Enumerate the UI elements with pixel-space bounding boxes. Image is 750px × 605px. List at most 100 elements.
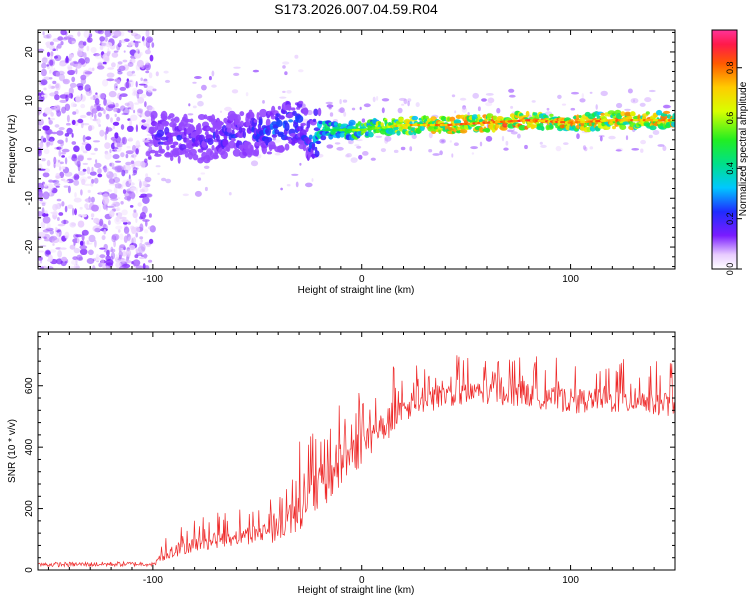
figure-title: S173.2026.007.04.59.R04 [274, 1, 438, 17]
heatmap-noise-blob [49, 59, 54, 66]
heatmap-noise-blob [144, 193, 152, 198]
heatmap-noise-blob [103, 109, 106, 115]
heatmap-noise-blob [104, 113, 109, 117]
heatmap-band-cell [220, 150, 228, 160]
heatmap-noise-blob [130, 160, 135, 164]
heatmap-speckle [329, 112, 334, 117]
heatmap-noise-blob [114, 132, 119, 139]
heatmap-noise-blob [109, 162, 112, 167]
heatmap-speckle [595, 104, 598, 110]
heatmap-band-cell [166, 144, 170, 151]
heatmap-noise-blob [116, 207, 121, 212]
heatmap-noise-blob [102, 196, 110, 205]
colorbar: 0.0 0.2 0.4 0.6 0.8 Normalized spectral ampl… [711, 29, 749, 275]
heatmap-noise-blob [139, 180, 142, 189]
heatmap-noise-blob [59, 166, 62, 171]
heatmap-noise-blob [69, 222, 76, 228]
heatmap-band-cell [671, 121, 675, 128]
heatmap-noise-blob [77, 155, 84, 162]
heatmap-noise-blob [54, 94, 60, 101]
heatmap-noise-blob [59, 145, 63, 150]
heatmap-noise-blob [116, 79, 121, 85]
heatmap-speckle [197, 100, 204, 107]
heatmap-noise-blob [94, 239, 97, 248]
heatmap-band-cell [207, 156, 214, 161]
heatmap-noise-blob [144, 158, 148, 163]
heatmap-band-cell [398, 117, 404, 123]
heatmap-band-cell [207, 138, 214, 145]
heatmap-speckle [161, 177, 167, 182]
heatmap-speckle [409, 146, 413, 152]
heatmap-speckle [439, 138, 446, 144]
heatmap-noise-blob [55, 83, 60, 89]
heatmap-noise-blob [82, 123, 90, 126]
heatmap-noise-blob [103, 165, 108, 173]
heatmap-speckle [339, 107, 345, 114]
heatmap-noise-blob [91, 178, 95, 184]
heatmap-speckle [477, 106, 481, 112]
heatmap-noise-blob [132, 144, 136, 152]
heatmap-noise-blob [42, 55, 47, 62]
heatmap-noise-blob [38, 125, 43, 129]
heatmap-noise-blob [100, 40, 107, 48]
heatmap-noise-blob [88, 33, 93, 38]
heatmap-noise-blob [94, 98, 100, 105]
heatmap-band-cell [495, 123, 500, 129]
heatmap-speckle [403, 98, 408, 105]
heatmap-band-cell [184, 151, 189, 158]
heatmap-noise-blob [145, 193, 153, 198]
heatmap-noise-blob [114, 160, 122, 163]
heatmap-noise-blob [132, 259, 141, 267]
heatmap-noise-blob [75, 95, 81, 103]
heatmap-noise-blob [108, 128, 111, 132]
heatmap-noise-blob [86, 242, 93, 245]
heatmap-speckle [517, 133, 521, 139]
heatmap-noise-blob [82, 134, 86, 143]
heatmap-speckle [487, 97, 495, 104]
heatmap-noise-blob [147, 156, 152, 160]
heatmap-noise-blob [97, 112, 102, 118]
heatmap-noise-blob [55, 247, 62, 250]
heatmap-band-cell [239, 120, 244, 128]
heatmap-noise-blob [116, 197, 121, 200]
heatmap-band-cell [453, 119, 462, 125]
heatmap-speckle [192, 81, 197, 84]
heatmap-noise-blob [60, 30, 67, 36]
heatmap-speckle [228, 192, 232, 196]
heatmap-noise-blob [41, 62, 47, 69]
heatmap-speckle [295, 181, 299, 188]
heatmap-noise-blob [142, 180, 148, 187]
heatmap-noise-blob [79, 206, 83, 210]
heatmap-noise-blob [144, 265, 150, 269]
heatmap-noise-blob [40, 265, 44, 269]
heatmap-speckle [305, 182, 313, 188]
heatmap-noise-blob [114, 183, 122, 189]
heatmap-noise-blob [120, 258, 127, 263]
heatmap-band-cell [303, 107, 309, 116]
heatmap-noise-blob [50, 112, 54, 117]
heatmap-noise-blob [64, 171, 73, 177]
heatmap-band-cell [168, 113, 175, 119]
heatmap-noise-blob [127, 62, 134, 67]
heatmap-speckle [376, 96, 379, 101]
heatmap-noise-blob [121, 251, 127, 257]
heatmap-band-cell [281, 110, 288, 115]
heatmap-noise-blob [55, 258, 64, 265]
heatmap-speckle [428, 132, 433, 139]
heatmap-band-cell [265, 118, 271, 128]
heatmap-band-cell [612, 125, 616, 130]
heatmap-noise-blob [111, 52, 119, 58]
heatmap-speckle [155, 71, 159, 77]
heatmap-noise-blob [61, 155, 65, 158]
heatmap-noise-blob [45, 227, 54, 231]
heatmap-band-cell [620, 111, 626, 117]
heatmap-noise-blob [69, 244, 76, 250]
heatmap-noise-blob [86, 37, 93, 43]
y-tick-label: -10 [24, 191, 35, 206]
heatmap-noise-blob [48, 117, 51, 120]
heatmap-speckle [453, 142, 459, 146]
colorbar-label: Normalized spectral amplitude [738, 81, 749, 216]
heatmap-noise-blob [110, 248, 116, 253]
heatmap-speckle [354, 144, 360, 147]
heatmap-noise-blob [122, 189, 127, 194]
